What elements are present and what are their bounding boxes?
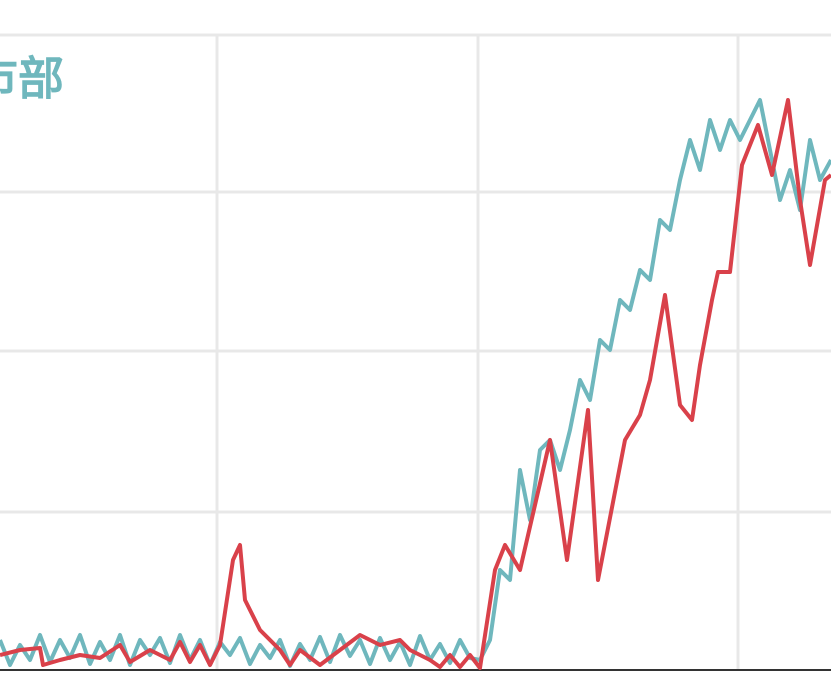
series-line <box>0 98 831 668</box>
chart-title: 市部 <box>0 52 64 106</box>
series-line <box>0 98 831 670</box>
